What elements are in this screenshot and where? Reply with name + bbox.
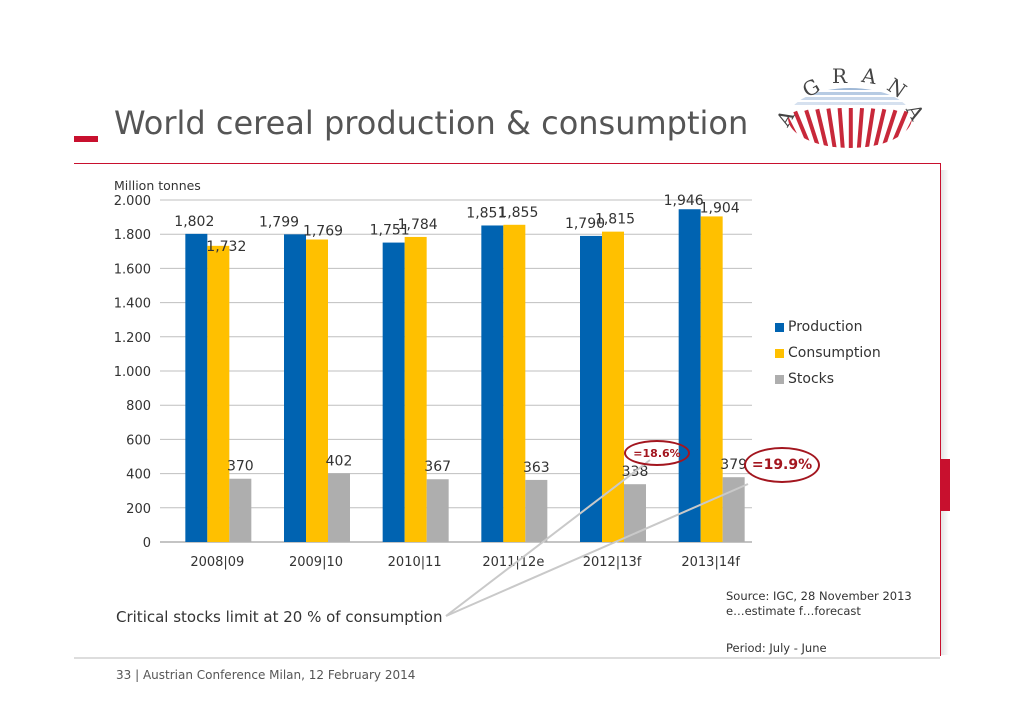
y-tick-label: 600 <box>126 433 151 448</box>
bar-value-label: 1,790 <box>565 216 605 232</box>
bar-value-label: 1,732 <box>206 239 246 255</box>
y-tick-label: 1.000 <box>114 365 151 380</box>
stock-ratio-callout-2013: =19.9% <box>744 447 820 483</box>
source-note: Source: IGC, 28 November 2013 e…estimate… <box>726 589 912 619</box>
bar-value-label: 1,802 <box>174 214 214 230</box>
legend-abbrev-line: e…estimate f…forecast <box>726 604 861 618</box>
logo-letter: R <box>832 64 848 88</box>
bar-stocks <box>624 484 646 542</box>
y-tick-label: 200 <box>126 502 151 517</box>
page-title: World cereal production & consumption <box>114 104 749 142</box>
legend-label: Stocks <box>788 371 835 387</box>
legend-label: Production <box>788 319 863 335</box>
legend-label: Consumption <box>788 345 881 361</box>
bar-consumption <box>602 231 624 542</box>
bar-value-label: 367 <box>424 459 451 475</box>
logo-stripe <box>804 109 823 148</box>
agrana-logo: A G R A N A <box>770 60 930 155</box>
bar-value-label: 1,784 <box>398 217 438 233</box>
x-tick-label: 2009|10 <box>289 555 343 570</box>
bar-stocks <box>328 473 350 542</box>
x-tick-label: 2011|12e <box>482 555 544 570</box>
bar-value-label: 1,815 <box>595 212 635 228</box>
logo-stripe <box>826 108 838 148</box>
x-tick-label: 2010|11 <box>388 555 442 570</box>
footer-divider <box>74 657 940 659</box>
bar-stocks <box>525 479 548 542</box>
bar-production <box>678 209 701 542</box>
bar-consumption <box>700 216 723 542</box>
legend-item-production: Production <box>775 314 881 340</box>
slide-footer: 33 | Austrian Conference Milan, 12 Febru… <box>116 668 416 682</box>
y-tick-label: 400 <box>126 468 151 483</box>
logo-stripe <box>856 107 865 148</box>
logo-field-graphic <box>788 88 912 148</box>
x-tick-label: 2008|09 <box>190 555 244 570</box>
y-tick-label: 1.200 <box>114 331 151 346</box>
leader-line <box>445 459 651 617</box>
critical-stocks-note: Critical stocks limit at 20 % of consump… <box>116 608 443 626</box>
x-tick-label: 2013|14f <box>681 555 740 570</box>
bar-stocks <box>229 478 252 542</box>
logo-stripe <box>871 108 887 148</box>
chart-legend: Production Consumption Stocks <box>775 314 881 392</box>
bar-value-label: 370 <box>227 459 254 475</box>
source-line: Source: IGC, 28 November 2013 <box>726 589 912 603</box>
y-tick-label: 1.600 <box>114 262 151 277</box>
bar-value-label: 363 <box>523 460 550 476</box>
side-accent-tab <box>940 459 950 511</box>
bar-production <box>580 235 602 542</box>
legend-item-stocks: Stocks <box>775 366 881 392</box>
bar-production <box>382 242 405 543</box>
bar-value-label: 1,904 <box>700 200 740 216</box>
bar-production <box>481 225 504 542</box>
bar-value-label: 1,946 <box>664 193 704 209</box>
logo-stripe <box>864 108 876 148</box>
bar-stocks <box>426 479 449 542</box>
x-tick-label: 2012|13f <box>583 555 642 570</box>
bar-value-label: 1,855 <box>498 205 538 221</box>
period-note: Period: July - June <box>726 641 827 655</box>
title-accent-bar <box>74 136 98 142</box>
logo-stripe <box>815 108 830 148</box>
bar-consumption <box>306 239 328 542</box>
legend-swatch <box>775 322 784 332</box>
logo-stripe <box>837 107 846 148</box>
bar-value-label: 379 <box>720 457 747 473</box>
leader-line <box>445 483 749 617</box>
bar-value-label: 1,769 <box>303 224 343 240</box>
legend-item-consumption: Consumption <box>775 340 881 366</box>
bar-production <box>284 234 306 542</box>
bar-value-label: 1,799 <box>259 214 299 230</box>
legend-swatch <box>775 348 784 358</box>
bar-consumption <box>404 236 427 542</box>
chart-frame <box>74 163 941 656</box>
stock-ratio-callout-2012: =18.6% <box>624 440 690 466</box>
y-tick-label: 1.400 <box>114 297 151 312</box>
bar-value-label: 1,751 <box>370 223 410 239</box>
bar-consumption <box>503 224 526 543</box>
bar-value-label: 402 <box>326 453 353 469</box>
legend-swatch <box>775 374 784 384</box>
y-tick-label: 0 <box>143 536 151 551</box>
y-tick-label: 800 <box>126 399 151 414</box>
bar-consumption <box>207 245 230 542</box>
y-tick-label: 2.000 <box>114 194 151 209</box>
y-tick-label: 1.800 <box>114 228 151 243</box>
bar-value-label: 1,851 <box>466 205 506 221</box>
y-axis-label: Million tonnes <box>114 178 201 193</box>
frame-side-shadow <box>941 170 949 655</box>
bar-production <box>185 233 208 542</box>
logo-stripe <box>848 108 853 148</box>
